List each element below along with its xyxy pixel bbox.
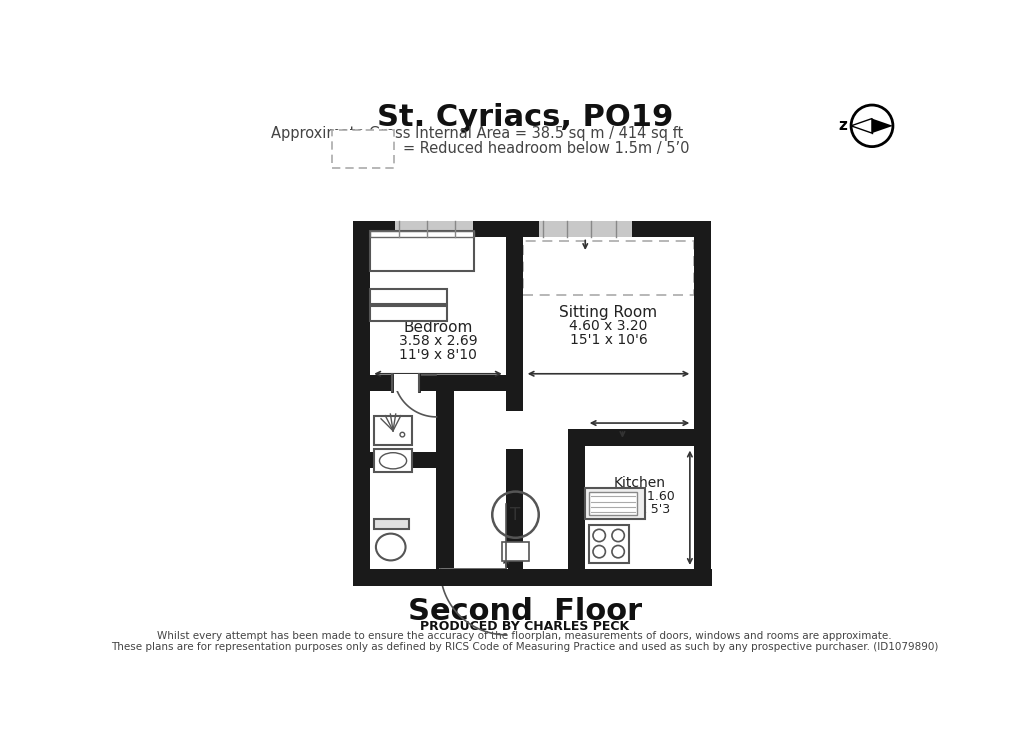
Bar bbox=[370, 231, 474, 237]
Bar bbox=[507, 569, 712, 586]
Bar bbox=[502, 542, 529, 561]
Bar bbox=[693, 220, 711, 586]
Bar bbox=[391, 374, 420, 391]
Text: These plans are for representation purposes only as defined by RICS Code of Meas: These plans are for representation purpo… bbox=[112, 642, 938, 651]
Bar bbox=[352, 220, 711, 586]
Text: Sitting Room: Sitting Room bbox=[559, 305, 657, 320]
Text: St. Cyriacs, PO19: St. Cyriacs, PO19 bbox=[377, 103, 673, 131]
Text: 4.60 x 3.20: 4.60 x 3.20 bbox=[569, 319, 648, 333]
Text: 7'10 x 5'3: 7'10 x 5'3 bbox=[608, 503, 671, 515]
Text: = Reduced headroom below 1.5m / 5’0: = Reduced headroom below 1.5m / 5’0 bbox=[403, 141, 689, 156]
Bar bbox=[523, 241, 693, 295]
Bar bbox=[374, 518, 409, 530]
Text: 3.58 x 2.69: 3.58 x 2.69 bbox=[398, 335, 477, 348]
Ellipse shape bbox=[380, 453, 407, 469]
Bar bbox=[352, 220, 370, 586]
Bar bbox=[370, 374, 506, 391]
Text: 11'9 x 8'10: 11'9 x 8'10 bbox=[399, 348, 477, 362]
Bar bbox=[589, 524, 630, 563]
Bar bbox=[374, 416, 413, 445]
Bar bbox=[352, 569, 665, 586]
Bar bbox=[374, 449, 413, 472]
Bar bbox=[586, 488, 645, 518]
Text: z: z bbox=[839, 118, 847, 133]
Text: Second  Floor: Second Floor bbox=[408, 597, 642, 626]
Polygon shape bbox=[851, 119, 872, 133]
Text: 2.39 x 1.60: 2.39 x 1.60 bbox=[604, 491, 675, 503]
Text: Approximate Gross Internal Area = 38.5 sq m / 414 sq ft: Approximate Gross Internal Area = 38.5 s… bbox=[270, 125, 683, 141]
Ellipse shape bbox=[376, 533, 406, 560]
Bar bbox=[332, 130, 394, 168]
Text: T: T bbox=[510, 506, 520, 524]
Bar bbox=[370, 306, 447, 321]
Polygon shape bbox=[872, 119, 893, 133]
Bar bbox=[539, 220, 632, 238]
Bar bbox=[374, 518, 409, 530]
Text: Kitchen: Kitchen bbox=[613, 476, 666, 490]
Text: PRODUCED BY CHARLES PECK: PRODUCED BY CHARLES PECK bbox=[420, 620, 630, 633]
Bar bbox=[370, 231, 474, 237]
Bar bbox=[370, 289, 447, 305]
Bar bbox=[568, 430, 693, 446]
Bar bbox=[506, 238, 523, 411]
Circle shape bbox=[400, 433, 404, 437]
Bar bbox=[370, 451, 454, 468]
Text: Whilst every attempt has been made to ensure the accuracy of the floorplan, meas: Whilst every attempt has been made to en… bbox=[158, 631, 892, 641]
Bar bbox=[568, 446, 586, 569]
Bar bbox=[352, 220, 711, 238]
Bar bbox=[352, 569, 711, 586]
Bar bbox=[370, 231, 474, 270]
Text: 15'1 x 10'6: 15'1 x 10'6 bbox=[569, 333, 647, 347]
Bar bbox=[436, 391, 454, 569]
Bar bbox=[589, 492, 637, 515]
Text: Bedroom: Bedroom bbox=[403, 320, 473, 335]
Bar bbox=[395, 220, 473, 238]
Bar bbox=[438, 568, 508, 586]
Bar bbox=[506, 449, 523, 569]
